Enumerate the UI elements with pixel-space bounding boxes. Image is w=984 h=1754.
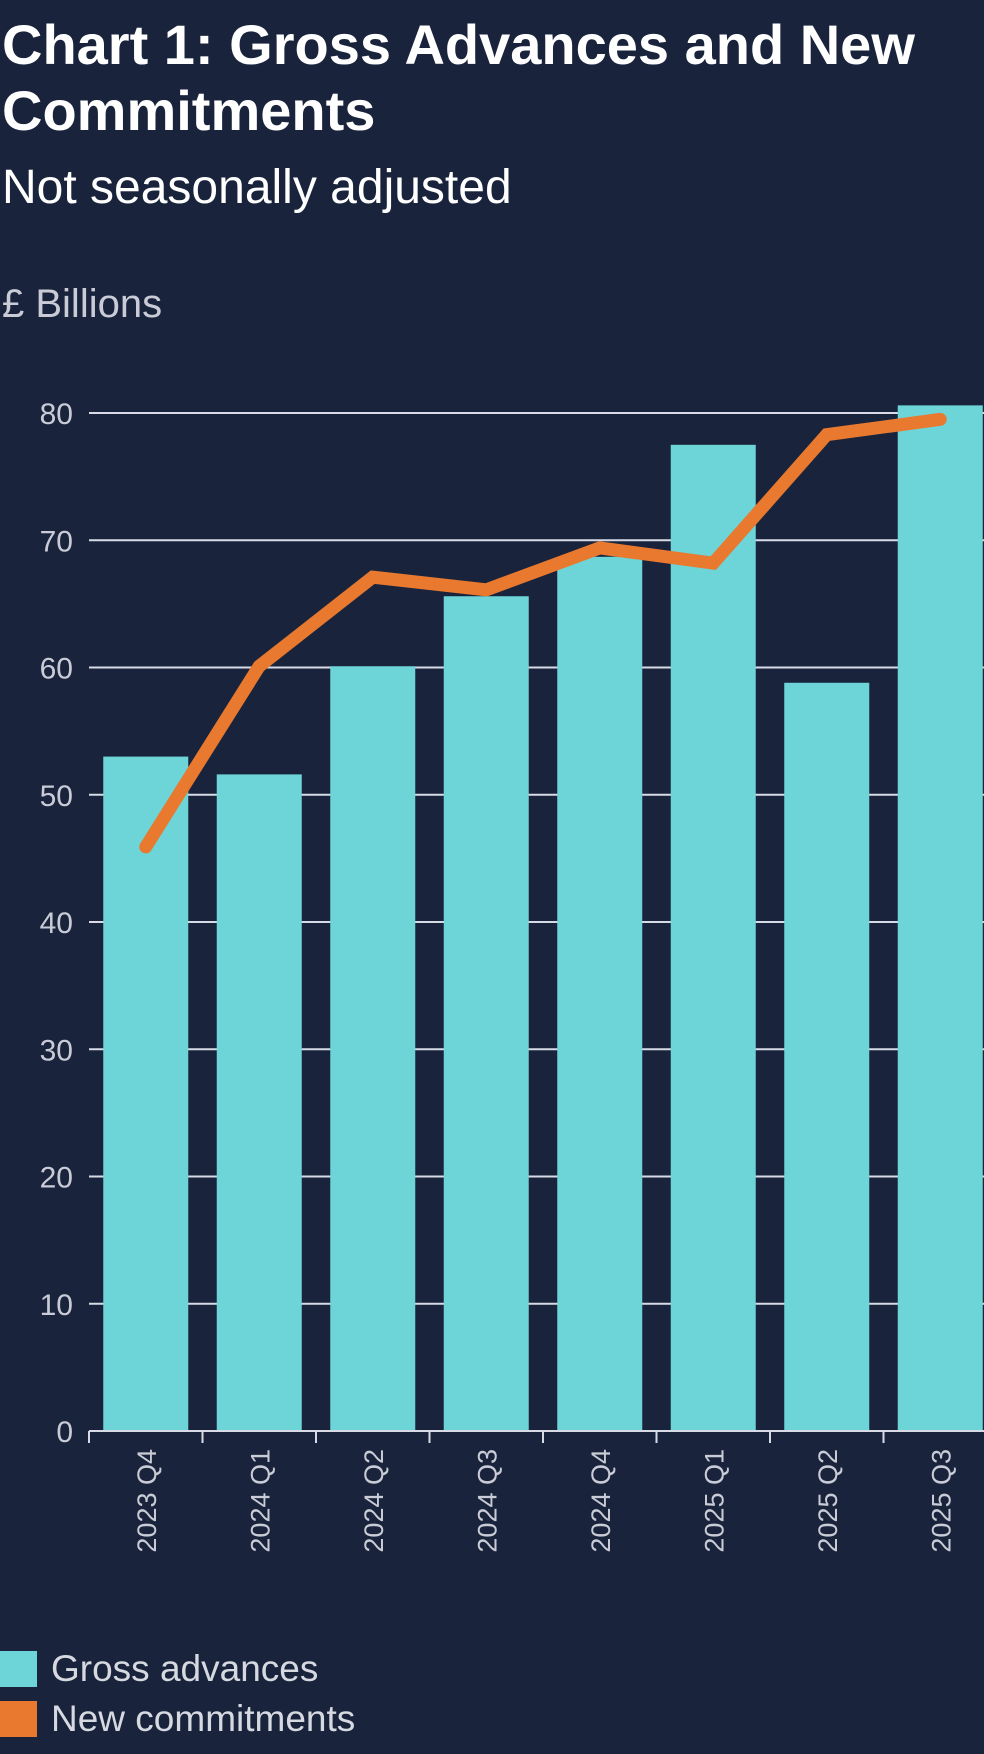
y-tick-label: 70 <box>40 525 73 558</box>
legend-label: New commitments <box>51 1698 356 1739</box>
legend-item-gross-advances: Gross advances <box>0 1644 355 1694</box>
y-tick-label: 30 <box>40 1034 73 1067</box>
x-tick-label: 2025 Q2 <box>813 1449 843 1553</box>
chart-subtitle: Not seasonally adjusted <box>2 161 512 214</box>
bar <box>670 444 756 1431</box>
bar <box>443 596 529 1431</box>
x-tick-label: 2024 Q2 <box>359 1449 389 1553</box>
x-tick-label: 2025 Q1 <box>699 1449 729 1553</box>
legend-label: Gross advances <box>51 1648 319 1689</box>
x-tick-label: 2023 Q4 <box>132 1449 162 1553</box>
y-tick-label: 50 <box>40 780 73 813</box>
y-tick-label: 0 <box>56 1416 73 1449</box>
bar <box>330 666 416 1431</box>
x-tick-label: 2025 Q3 <box>926 1449 956 1553</box>
bar <box>784 682 870 1431</box>
x-tick-label: 2024 Q1 <box>245 1449 275 1553</box>
legend-swatch-new-commitments <box>0 1701 37 1737</box>
chart-plot: 0 10 20 30 40 50 60 70 80 2023 Q4 2024 Q1 2024 Q2 20… <box>40 398 984 1553</box>
y-tick-label: 10 <box>40 1289 73 1322</box>
bar <box>897 405 983 1431</box>
legend: Gross advances New commitments <box>0 1644 355 1744</box>
line-new-commitments <box>139 412 947 854</box>
y-axis-label: £ Billions <box>2 282 163 326</box>
legend-swatch-gross-advances <box>0 1651 37 1687</box>
chart-title: Chart 1: Gross Advances and New Commitme… <box>2 13 915 142</box>
legend-item-new-commitments: New commitments <box>0 1694 355 1744</box>
bar <box>103 756 189 1431</box>
y-tick-label: 40 <box>40 907 73 940</box>
x-tick-label: 2024 Q4 <box>586 1449 616 1553</box>
bar <box>216 774 302 1431</box>
x-tick-label: 2024 Q3 <box>472 1449 502 1553</box>
bar <box>557 556 643 1431</box>
y-tick-label: 60 <box>40 653 73 686</box>
y-tick-label: 80 <box>40 398 73 431</box>
y-tick-label: 20 <box>40 1162 73 1195</box>
